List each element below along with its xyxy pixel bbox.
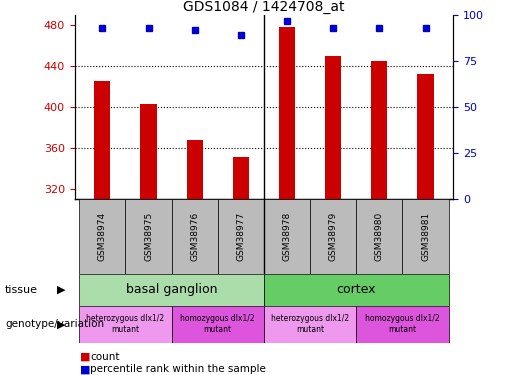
Text: tissue: tissue <box>5 285 38 295</box>
Bar <box>264 306 356 343</box>
Bar <box>79 306 171 343</box>
Text: GSM38979: GSM38979 <box>329 211 338 261</box>
Bar <box>141 104 157 199</box>
Title: GDS1084 / 1424708_at: GDS1084 / 1424708_at <box>183 0 345 14</box>
Text: GSM38976: GSM38976 <box>190 211 199 261</box>
Text: ▶: ▶ <box>57 285 65 295</box>
Bar <box>371 61 387 199</box>
Bar <box>356 199 402 274</box>
Bar <box>218 199 264 274</box>
Text: heterozygous dlx1/2
mutant: heterozygous dlx1/2 mutant <box>87 314 164 334</box>
Bar <box>186 140 203 199</box>
Text: homozygous dlx1/2
mutant: homozygous dlx1/2 mutant <box>365 314 440 334</box>
Text: heterozygous dlx1/2
mutant: heterozygous dlx1/2 mutant <box>271 314 349 334</box>
Bar <box>264 274 449 306</box>
Bar <box>418 74 434 199</box>
Bar <box>171 306 264 343</box>
Bar <box>264 199 310 274</box>
Bar <box>79 274 264 306</box>
Bar <box>233 157 249 199</box>
Text: GSM38977: GSM38977 <box>236 211 245 261</box>
Text: ▶: ▶ <box>57 320 65 329</box>
Text: genotype/variation: genotype/variation <box>5 320 104 329</box>
Bar <box>171 199 218 274</box>
Text: ■: ■ <box>80 364 90 374</box>
Bar <box>126 199 171 274</box>
Text: GSM38980: GSM38980 <box>375 211 384 261</box>
Bar <box>279 27 295 199</box>
Text: GSM38981: GSM38981 <box>421 211 430 261</box>
Text: cortex: cortex <box>336 283 376 296</box>
Bar <box>325 56 341 199</box>
Bar <box>94 81 110 199</box>
Text: GSM38974: GSM38974 <box>98 211 107 261</box>
Bar <box>310 199 356 274</box>
Bar <box>79 199 126 274</box>
Text: basal ganglion: basal ganglion <box>126 283 217 296</box>
Text: GSM38975: GSM38975 <box>144 211 153 261</box>
Text: percentile rank within the sample: percentile rank within the sample <box>90 364 266 374</box>
Bar <box>402 199 449 274</box>
Text: count: count <box>90 352 119 362</box>
Text: homozygous dlx1/2
mutant: homozygous dlx1/2 mutant <box>180 314 255 334</box>
Bar <box>356 306 449 343</box>
Text: ■: ■ <box>80 352 90 362</box>
Text: GSM38978: GSM38978 <box>283 211 291 261</box>
